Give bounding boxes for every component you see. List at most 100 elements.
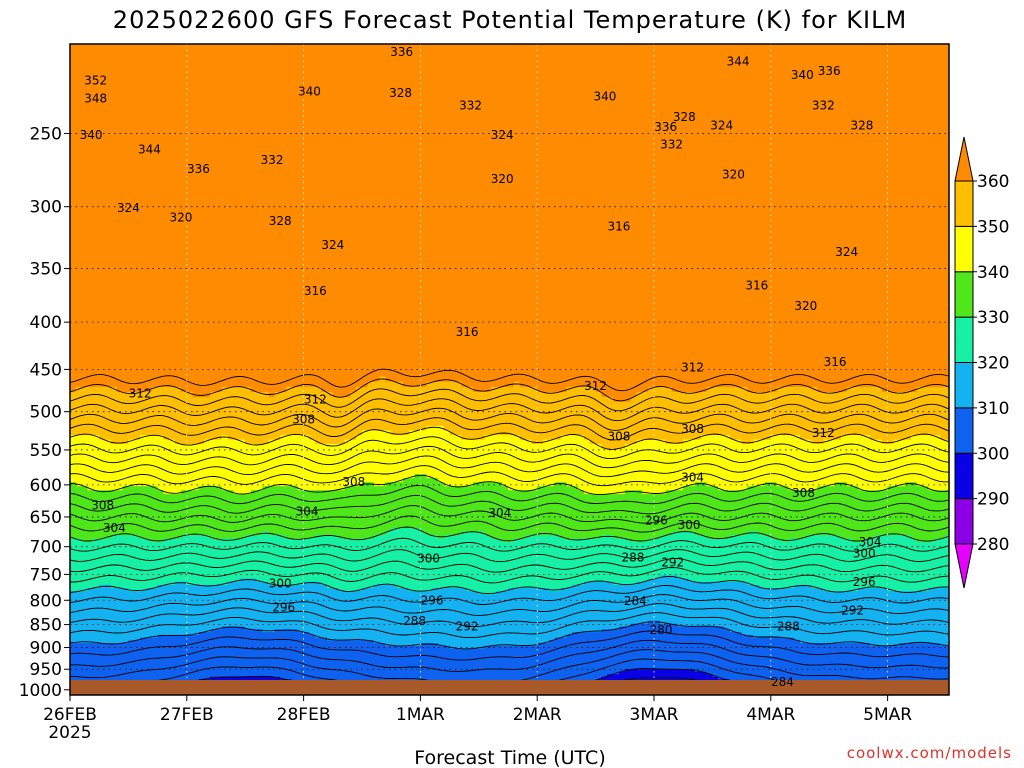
contour-label-320: 320 <box>170 210 193 224</box>
y-tick-label-450: 450 <box>30 360 62 380</box>
y-tick-label-300: 300 <box>30 198 62 218</box>
colorbar-segment-340 <box>954 225 974 273</box>
contour-label-332: 332 <box>660 138 683 152</box>
isoline-354 <box>70 407 949 431</box>
contour-label-308: 308 <box>292 413 315 427</box>
contour-label-328: 328 <box>673 110 696 124</box>
contour-label-308: 308 <box>681 422 704 436</box>
isoline-316 <box>70 594 949 616</box>
temperature-bands <box>70 44 949 695</box>
contour-label-320: 320 <box>794 299 817 313</box>
contour-label-292: 292 <box>841 604 864 618</box>
contour-label-296: 296 <box>645 514 668 528</box>
y-axis: 250 300 350 400 450 500 550 600 650 700 750 800 850 9… <box>19 125 70 701</box>
isoline-350 <box>70 426 949 450</box>
isoline-314 <box>70 603 949 627</box>
y-tick-label-400: 400 <box>30 313 62 333</box>
isoline-346 <box>70 445 949 469</box>
colorbar-label-350: 350 <box>977 217 1009 237</box>
contour-label-312: 312 <box>812 426 835 440</box>
y-tick-label-850: 850 <box>30 616 62 636</box>
isoline-344 <box>70 455 949 478</box>
gridlines <box>70 44 949 695</box>
contour-label-304: 304 <box>296 504 319 518</box>
isoline-318 <box>70 585 949 605</box>
y-tick-label-1000: 1000 <box>19 681 62 701</box>
contour-label-340: 340 <box>298 84 321 98</box>
x-tick-label-3MAR: 3MAR <box>630 705 679 725</box>
contour-label-300: 300 <box>417 552 440 566</box>
contour-label-308: 308 <box>608 430 631 444</box>
colorbar: 280 290 300 310 320 330 340 350 360 <box>954 136 1009 589</box>
contour-label-300: 300 <box>269 576 292 590</box>
y-tick-label-350: 350 <box>30 260 62 280</box>
contour-label-340: 340 <box>80 128 103 142</box>
isoline-320 <box>70 576 949 595</box>
contour-label-344: 344 <box>138 142 161 156</box>
contour-label-316: 316 <box>745 278 768 292</box>
isoline-322 <box>70 567 949 584</box>
contour-label-320: 320 <box>722 168 745 182</box>
colorbar-arrow-bottom <box>954 543 974 589</box>
contour-label-312: 312 <box>304 392 327 406</box>
contour-label-324: 324 <box>117 201 140 215</box>
isoline-358 <box>70 388 949 412</box>
contour-label-336: 336 <box>187 162 210 176</box>
plot-area <box>70 44 949 695</box>
contour-label-312: 312 <box>129 387 152 401</box>
contour-label-328: 328 <box>269 214 292 228</box>
isoline-326 <box>70 549 949 563</box>
colorbar-segment-330 <box>954 271 974 318</box>
contour-label-304: 304 <box>103 521 126 535</box>
credit-link[interactable]: coolwx.com/models <box>847 744 1012 762</box>
isoline-334 <box>70 505 949 524</box>
isoline-340 <box>70 474 949 496</box>
contour-label-308: 308 <box>91 499 114 513</box>
colorbar-arrow-top <box>954 136 974 182</box>
x-tick-label-4MAR: 4MAR <box>746 705 795 725</box>
contour-label-324: 324 <box>835 245 858 259</box>
contour-label-292: 292 <box>661 555 684 569</box>
x-axis-title: Forecast Time (UTC) <box>414 747 605 768</box>
contour-label-308: 308 <box>792 486 815 500</box>
contour-label-332: 332 <box>812 98 835 112</box>
contour-label-352: 352 <box>84 73 107 87</box>
contour-label-296: 296 <box>853 575 876 589</box>
isoline-342 <box>70 465 949 487</box>
contour-label-296: 296 <box>421 593 444 607</box>
y-tick-label-750: 750 <box>30 565 62 585</box>
isoline-328 <box>70 537 949 552</box>
contour-label-328: 328 <box>850 118 873 132</box>
y-tick-label-250: 250 <box>30 125 62 145</box>
contour-label-308: 308 <box>342 475 365 489</box>
contour-label-312: 312 <box>681 361 704 375</box>
isoline-356 <box>70 398 949 422</box>
contour-label-328: 328 <box>389 86 412 100</box>
ground-surface <box>70 680 949 695</box>
colorbar-label-320: 320 <box>977 354 1009 374</box>
contour-label-340: 340 <box>791 68 814 82</box>
contour-label-324: 324 <box>321 238 344 252</box>
isoline-312 <box>70 612 949 639</box>
contour-label-288: 288 <box>622 550 645 564</box>
contour-label-336: 336 <box>654 120 677 134</box>
contour-labels: 3523483403443363323403363283323243203403… <box>80 45 882 689</box>
contour-label-336: 336 <box>818 64 841 78</box>
contour-label-316: 316 <box>456 325 479 339</box>
y-tick-label-900: 900 <box>30 639 62 659</box>
colorbar-segment-290 <box>954 452 974 500</box>
isoline-330 <box>70 526 949 542</box>
contour-label-344: 344 <box>727 55 750 69</box>
contour-label-348: 348 <box>84 91 107 105</box>
x-tick-label-28FEB: 28FEB <box>277 705 331 725</box>
x-tick-label-5MAR: 5MAR <box>863 705 912 725</box>
x-axis: 26FEB 27FEB 28FEB 1MAR 2MAR 3MAR 4MAR 5MAR <box>43 695 912 725</box>
contour-label-304: 304 <box>859 535 882 549</box>
contour-label-332: 332 <box>459 98 482 112</box>
y-tick-label-500: 500 <box>30 403 62 423</box>
contour-label-284: 284 <box>624 594 647 608</box>
contour-label-304: 304 <box>488 506 511 520</box>
colorbar-label-340: 340 <box>977 263 1009 283</box>
y-tick-label-950: 950 <box>30 660 62 680</box>
